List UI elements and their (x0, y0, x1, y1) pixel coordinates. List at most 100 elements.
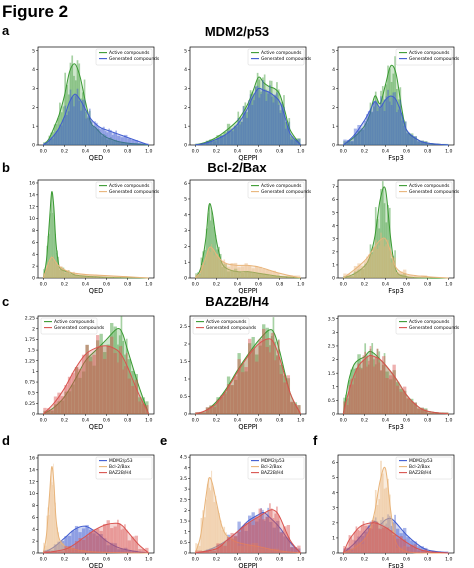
hist-bar (376, 100, 379, 145)
hist-bar (272, 317, 275, 414)
series-blue (42, 88, 149, 146)
hist-bar (381, 356, 384, 414)
hist-bar (262, 80, 264, 145)
hist-bar (223, 135, 227, 145)
row-c-title: BAZ2B/H4 (205, 294, 269, 309)
hist-bar (57, 541, 61, 553)
hist-bar (269, 503, 271, 553)
kde-area (343, 522, 449, 553)
hist-bar (258, 338, 262, 414)
hist-bar (392, 73, 395, 145)
hist-bar (346, 140, 351, 145)
hist-bar (127, 550, 131, 553)
hist-bar (343, 545, 345, 553)
hist-bar (367, 360, 370, 414)
x-tick-label: 0.8 (424, 557, 431, 563)
hist-bar (364, 538, 367, 553)
hist-bar (255, 354, 259, 414)
hist-bar (374, 489, 377, 553)
hist-bar (406, 398, 410, 414)
series-green (195, 317, 302, 415)
figure-title: Figure 2 (2, 2, 68, 21)
hist-bar (427, 412, 435, 414)
hist-bar (64, 272, 67, 278)
y-tick-label: 6 (332, 460, 335, 466)
kde-line (342, 522, 449, 554)
row-a-letter: a (2, 23, 10, 38)
hist-bar (233, 537, 238, 553)
legend-box (395, 456, 453, 480)
hist-bar (131, 536, 135, 553)
hist-bar (213, 502, 215, 553)
hist-bar (374, 364, 377, 414)
kde-area (195, 246, 301, 278)
hist-bar (240, 121, 243, 145)
hist-bar (410, 401, 414, 414)
hist-bar (248, 265, 252, 278)
hist-bar (380, 232, 382, 278)
hist-bar (87, 117, 89, 145)
hist-bar (396, 89, 398, 145)
hist-bar (399, 536, 403, 553)
hist-bar (364, 120, 367, 145)
hist-bar (350, 378, 352, 414)
hist-bar (350, 276, 354, 278)
hist-bar (53, 134, 56, 145)
hist-bar (60, 400, 65, 414)
hist-bar (369, 348, 372, 414)
legend-label: Generated compounds (261, 189, 312, 195)
hist-bar (219, 253, 222, 278)
hist-bar (406, 397, 410, 414)
hist-bar (371, 524, 374, 553)
hist-bar (360, 544, 365, 553)
hist-bar (205, 407, 210, 414)
hist-bar (108, 128, 110, 145)
hist-bar (92, 125, 95, 145)
hist-bar (92, 126, 95, 145)
x-tick-label: 1.0 (445, 149, 452, 155)
hist-bar (207, 248, 209, 278)
hist-bar (376, 348, 379, 414)
hist-bar (97, 127, 100, 145)
hist-bar (85, 524, 89, 553)
x-tick-label: 0.8 (424, 149, 431, 155)
legend-box (247, 48, 305, 66)
hist-bar (198, 275, 201, 278)
hist-bar (360, 265, 365, 278)
y-tick-label: 5 (32, 48, 35, 54)
hist-bar (195, 273, 197, 278)
hist-bar (67, 546, 72, 553)
x-tick-label: 0.2 (213, 282, 220, 288)
hist-bar (71, 547, 75, 553)
hist-bar (117, 135, 121, 145)
y-tick-label: 1.25 (25, 358, 35, 364)
hist-bar (265, 270, 269, 278)
hist-bar (43, 550, 50, 553)
y-tick-label: 2.5 (180, 324, 187, 330)
hist-bar (64, 548, 68, 553)
hist-bar (124, 354, 126, 414)
series-tan (194, 243, 301, 279)
hist-bar (233, 535, 238, 553)
hist-bar (269, 521, 273, 553)
kde-area (343, 355, 449, 414)
x-axis-label: QEPPI (238, 562, 257, 568)
hist-bar (213, 255, 215, 278)
kde-line (195, 76, 302, 146)
hist-bar (202, 262, 204, 278)
hist-bar (406, 133, 410, 145)
y-tick-label: 2 (332, 520, 335, 526)
y-tick-label: 2 (332, 249, 335, 255)
kde-area (43, 191, 149, 278)
kde-line (195, 329, 302, 415)
hist-bar (202, 551, 206, 553)
hist-bar (138, 142, 142, 145)
hist-bar (413, 136, 417, 145)
y-tick-label: 1 (184, 260, 187, 266)
hist-bar (297, 138, 301, 145)
y-tick-label: 5 (332, 210, 335, 216)
hist-bar (237, 545, 245, 553)
hist-bar (420, 407, 424, 414)
